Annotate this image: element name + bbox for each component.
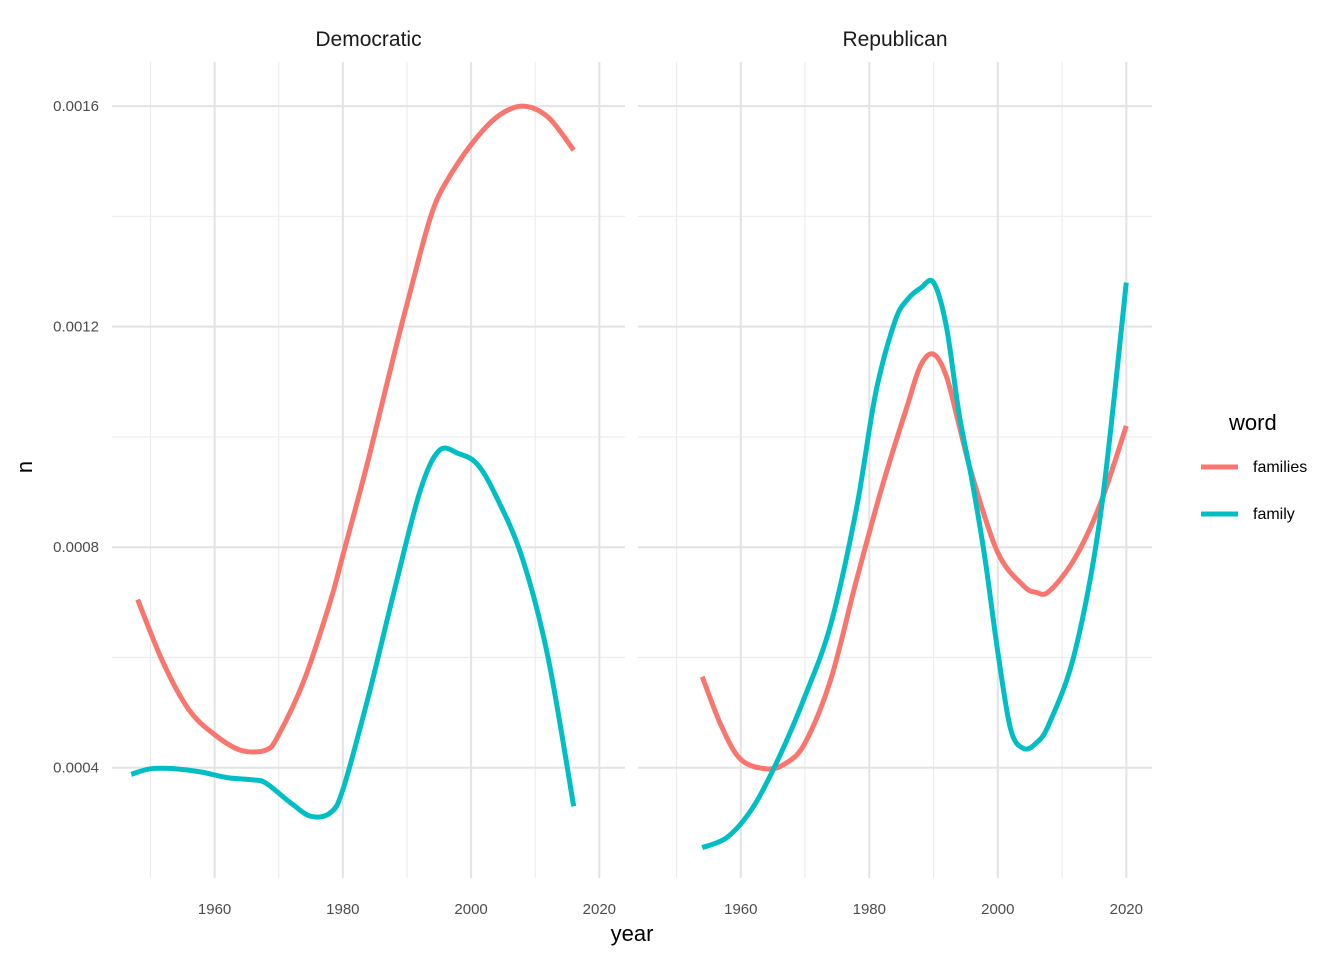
x-tick-label: 1980 bbox=[853, 901, 886, 918]
x-tick-label: 1980 bbox=[326, 901, 359, 918]
legend-title: word bbox=[1228, 410, 1277, 435]
series-line-families bbox=[699, 351, 1129, 772]
series-line-families bbox=[135, 103, 576, 755]
y-tick-label: 0.0004 bbox=[53, 760, 99, 777]
x-tick-label: 1960 bbox=[198, 901, 231, 918]
x-tick-label: 2020 bbox=[1110, 901, 1143, 918]
y-axis: 0.0004 0.0008 0.0012 0.0016 bbox=[53, 98, 99, 777]
y-axis-title: n bbox=[12, 461, 37, 473]
facet-title: Democratic bbox=[315, 28, 421, 51]
y-tick-label: 0.0008 bbox=[53, 539, 99, 556]
facet-panel-republican: 1960 1980 2000 2020 Republican bbox=[638, 28, 1152, 918]
y-tick-label: 0.0012 bbox=[53, 319, 99, 336]
panels-layer: 1960 1980 2000 2020 Democratic 1960 1980 2000 20… bbox=[112, 28, 1152, 918]
legend-label-family: family bbox=[1253, 506, 1295, 523]
x-tick-label: 2020 bbox=[583, 901, 616, 918]
series-line-family bbox=[701, 277, 1129, 851]
legend-label-families: families bbox=[1253, 459, 1307, 476]
facet-title: Republican bbox=[842, 28, 947, 51]
facet-panel-democratic: 1960 1980 2000 2020 Democratic bbox=[112, 28, 625, 918]
legend-entries: families family bbox=[1201, 459, 1307, 523]
series-line-family bbox=[130, 445, 577, 820]
y-tick-label: 0.0016 bbox=[53, 98, 99, 115]
x-axis-title: year bbox=[611, 921, 654, 946]
x-tick-label: 1960 bbox=[724, 901, 757, 918]
x-tick-label: 2000 bbox=[454, 901, 487, 918]
legend: word families family bbox=[1201, 410, 1307, 523]
x-tick-label: 2000 bbox=[981, 901, 1014, 918]
